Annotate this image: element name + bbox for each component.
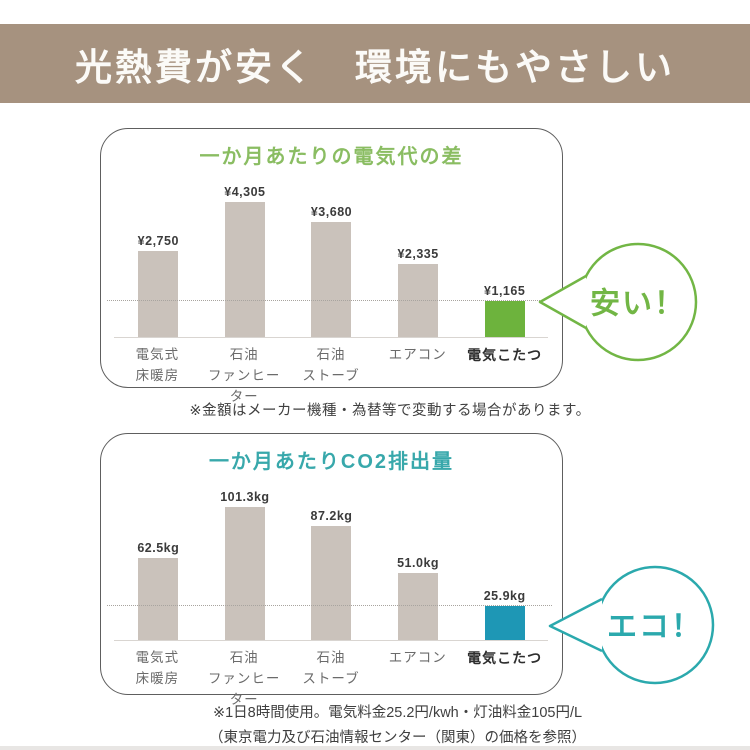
- banner-title: 光熱費が安く 環境にもやさしい: [75, 44, 675, 89]
- bar: [311, 525, 352, 640]
- bar-value-label: ¥4,305: [224, 185, 266, 199]
- bar-category-label-line: 電気こたつ: [467, 347, 543, 363]
- bar-category-label: 石油 ストーブ: [288, 345, 375, 408]
- usage-footnote: ※1日8時間使用。電気料金25.2円/kwh・灯油料金105円/L （東京電力及…: [0, 701, 750, 750]
- bar-category-label-line: ファンヒーター: [207, 670, 281, 707]
- bar-category-label: 石油 ファンヒーター: [201, 648, 288, 711]
- bar-column: 87.2kg: [288, 508, 375, 640]
- bar-category-label-line: 電気式: [135, 347, 180, 362]
- speech-bubble-tail-outline: [538, 274, 587, 330]
- bar-category-label: 電気こたつ: [461, 345, 548, 408]
- bar-category-label-line: ファンヒーター: [207, 367, 281, 404]
- bar-category-label: 電気こたつ: [461, 648, 548, 711]
- bar-category-label: 電気式 床暖房: [114, 648, 201, 711]
- co2-emission-chart-card: 一か月あたりCO2排出量 62.5kg 101.3kg 87.2kg 51.0kg 25…: [100, 433, 563, 707]
- bar-column: 25.9kg: [461, 589, 548, 640]
- bar-value-label: ¥2,750: [137, 233, 179, 248]
- bar: [138, 557, 179, 640]
- bar-value-label: ¥1,165: [484, 283, 526, 298]
- eco-speech-bubble: エコ！: [548, 565, 715, 685]
- speech-bubble-tail-outline: [548, 597, 603, 653]
- bar-category-label-line: 石油: [229, 347, 259, 362]
- bar-column: ¥1,165: [461, 283, 548, 337]
- chart1-reference-line: [107, 299, 552, 301]
- bottom-edge-strip: [0, 746, 750, 750]
- bar-category-label-line: 床暖房: [135, 670, 180, 686]
- bar-category-label: エアコン: [374, 648, 461, 711]
- usage-footnote-line2: （東京電力及び石油情報センター（関東）の価格を参照）: [209, 730, 586, 747]
- bar: [138, 250, 179, 337]
- bar-category-label-line: 石油: [229, 650, 259, 665]
- eco-bubble-text: エコ！: [607, 611, 703, 644]
- bar-category-label-line: 電気式: [135, 650, 180, 665]
- cheap-bubble-text: 安い！: [590, 288, 686, 321]
- speech-bubble-tail: [540, 276, 586, 328]
- chart1-footnote: ※金額はメーカー機種・為替等で変動する場合があります。: [189, 403, 591, 419]
- bar-value-label: 25.9kg: [483, 589, 526, 603]
- bar-value-label: 62.5kg: [137, 540, 180, 555]
- bar-value-label: ¥3,680: [310, 204, 353, 219]
- electricity-cost-chart-card: 一か月あたりの電気代の差 ¥2,750 ¥4,305 ¥3,680 ¥2,335 ¥1,…: [100, 128, 563, 404]
- bar-column: 62.5kg: [115, 541, 202, 640]
- bar-value-label: ¥2,335: [397, 246, 439, 261]
- bar-column: ¥4,305: [202, 185, 289, 337]
- bar-category-label: 石油 ファンヒーター: [201, 345, 288, 408]
- bar-category-label: 石油 ストーブ: [288, 648, 375, 711]
- bar-column: ¥2,750: [115, 234, 202, 337]
- bar: [398, 573, 439, 640]
- bar-category-label-line: エアコン: [388, 347, 447, 362]
- chart2-reference-line: [107, 605, 552, 606]
- chart2-title: 一か月あたりCO2排出量: [208, 451, 455, 473]
- header-banner: 光熱費が安く 環境にもやさしい: [0, 24, 750, 103]
- bar-category-label-line: 電気こたつ: [467, 650, 543, 666]
- bar: [224, 507, 265, 640]
- bar-column: 51.0kg: [375, 556, 462, 640]
- bar-category-label-line: 石油: [316, 650, 346, 665]
- bar: [224, 202, 265, 337]
- chart2-plot: 62.5kg 101.3kg 87.2kg 51.0kg 25.9kg: [107, 480, 552, 640]
- bar-category-label-line: ストーブ: [302, 670, 360, 686]
- bar-column: ¥3,680: [288, 205, 375, 337]
- bar-value-label: 51.0kg: [397, 556, 440, 570]
- chart1-title: 一か月あたりの電気代の差: [199, 146, 464, 168]
- cheap-speech-bubble: 安い！: [538, 242, 698, 362]
- chart1-category-axis: 電気式 床暖房 石油 ファンヒーター 石油 ストーブ エアコン 電気こたつ: [114, 337, 548, 408]
- bar-category-label-line: 石油: [316, 347, 346, 362]
- bar-category-label: 電気式 床暖房: [114, 345, 201, 408]
- bar-column: 101.3kg: [202, 490, 289, 640]
- bar: [311, 221, 352, 337]
- bar-category-label-line: エアコン: [388, 650, 447, 665]
- bar-category-label: エアコン: [374, 345, 461, 408]
- bar-column: ¥2,335: [375, 247, 462, 337]
- bar-category-label-line: 床暖房: [135, 367, 180, 383]
- bar-value-label: 87.2kg: [310, 508, 353, 523]
- chart1-plot: ¥2,750 ¥4,305 ¥3,680 ¥2,335 ¥1,165: [107, 175, 552, 337]
- highlight-bar: [484, 606, 525, 640]
- speech-bubble-tail: [550, 599, 602, 651]
- bar-category-label-line: ストーブ: [302, 367, 360, 383]
- chart2-category-axis: 電気式 床暖房 石油 ファンヒーター 石油 ストーブ エアコン 電気こたつ: [114, 640, 548, 711]
- bar-value-label: 101.3kg: [220, 490, 270, 504]
- usage-footnote-line1: ※1日8時間使用。電気料金25.2円/kwh・灯油料金105円/L: [212, 705, 583, 721]
- highlight-bar: [484, 300, 525, 337]
